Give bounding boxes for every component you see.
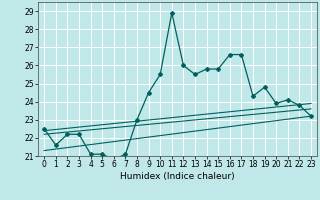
X-axis label: Humidex (Indice chaleur): Humidex (Indice chaleur) — [120, 172, 235, 181]
